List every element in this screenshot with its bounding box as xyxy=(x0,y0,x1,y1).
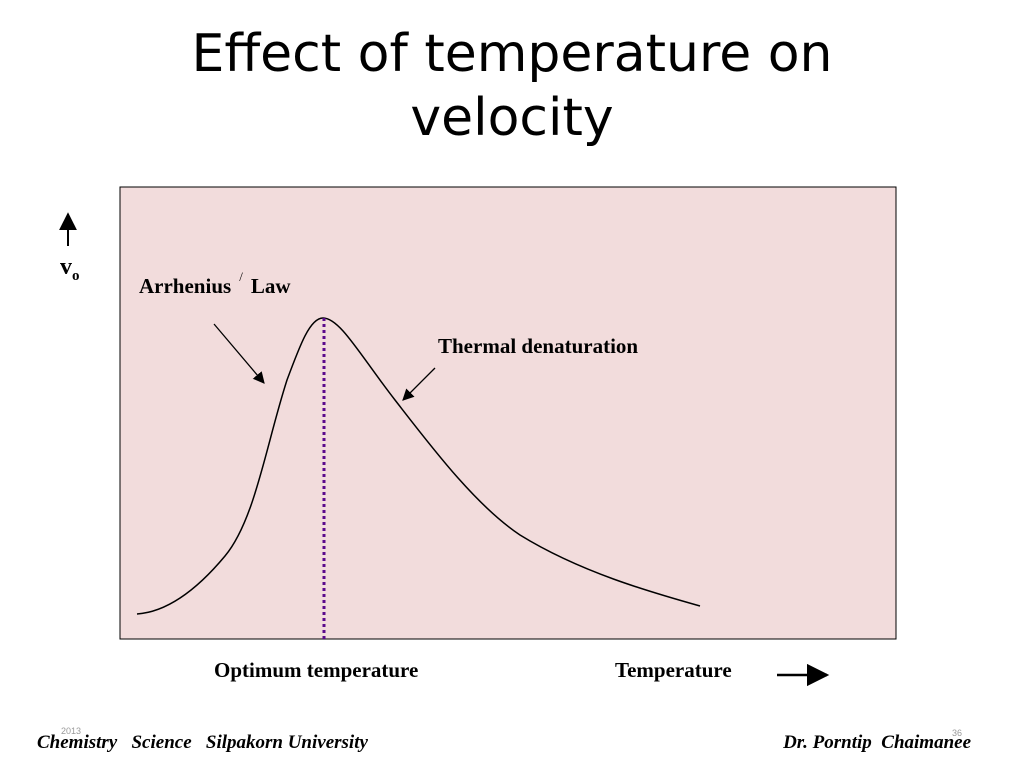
arrhenius-law-label: Arrhenius / Law xyxy=(139,269,291,298)
optimum-temperature-label: Optimum temperature xyxy=(214,658,418,682)
thermal-denaturation-label: Thermal denaturation xyxy=(438,334,638,358)
arrhenius-arrow xyxy=(213,323,265,384)
denaturation-arrow xyxy=(402,367,436,401)
temperature-axis-label: Temperature xyxy=(615,658,732,682)
slide-title-line-2: velocity xyxy=(410,88,614,148)
y-axis-label: vo xyxy=(60,254,80,284)
slide-page-number: 36 xyxy=(952,728,963,738)
slide-title-line-1: Effect of temperature on xyxy=(191,24,833,84)
velocity-curve xyxy=(136,317,701,615)
slide-title: Effect of temperature on velocity xyxy=(0,22,1024,150)
slide-year: 2013 xyxy=(61,726,82,736)
plot-background xyxy=(119,186,897,640)
footer-author: Dr. Porntip Chaimanee xyxy=(783,732,971,753)
footer-institution: Chemistry Science Silpakorn University xyxy=(37,732,368,753)
